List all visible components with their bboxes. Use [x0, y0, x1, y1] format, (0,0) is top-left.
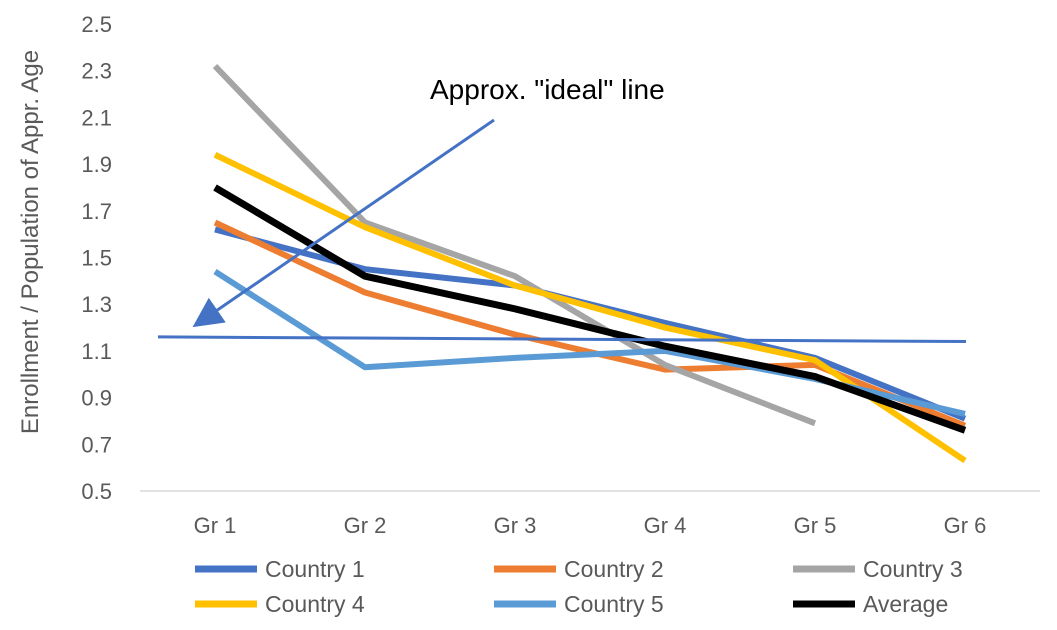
y-tick-label: 1.9	[81, 152, 112, 177]
y-axis-label: Enrollment / Population of Appr. Age	[17, 50, 44, 434]
y-tick-label: 1.3	[81, 292, 112, 317]
legend-label: Country 4	[265, 591, 365, 617]
legend-label: Country 5	[564, 591, 664, 617]
series-line-country-3	[212, 63, 817, 427]
x-tick-label: Gr 6	[944, 513, 987, 538]
y-tick-label: 2.1	[81, 105, 112, 130]
x-tick-label: Gr 1	[194, 513, 237, 538]
legend: Country 1 Country 2 Country 3 Country 4 Coun…	[195, 556, 963, 617]
series-lines	[212, 63, 967, 464]
ideal-reference-line	[157, 335, 967, 344]
series-line-country-4	[213, 152, 967, 464]
y-tick-label: 1.7	[81, 199, 112, 224]
x-tick-label: Gr 5	[794, 513, 837, 538]
series-line-average	[213, 184, 967, 434]
x-tick-label: Gr 2	[344, 513, 387, 538]
legend-label: Country 2	[564, 556, 664, 582]
legend-label: Country 1	[265, 556, 365, 582]
y-tick-label: 0.7	[81, 432, 112, 457]
annotation-arrow	[192, 118, 495, 328]
y-tick-label: 0.5	[81, 479, 112, 504]
y-tick-label: 2.5	[81, 12, 112, 37]
x-tick-label: Gr 3	[494, 513, 537, 538]
x-tick-label: Gr 4	[644, 513, 687, 538]
y-tick-label: 2.3	[81, 59, 112, 84]
y-tick-label: 1.5	[81, 246, 112, 271]
legend-label: Average	[863, 591, 948, 617]
y-tick-label: 1.1	[81, 339, 112, 364]
legend-label: Country 3	[863, 556, 963, 582]
y-axis-ticks: 0.5 0.7 0.9 1.1 1.3 1.5 1.7 1.9 2.1 2.3 2.5	[81, 12, 112, 504]
x-axis-ticks: Gr 1 Gr 2 Gr 3 Gr 4 Gr 5 Gr 6	[194, 513, 987, 538]
y-tick-label: 0.9	[81, 386, 112, 411]
annotation-text: Approx. "ideal" line	[430, 74, 665, 105]
